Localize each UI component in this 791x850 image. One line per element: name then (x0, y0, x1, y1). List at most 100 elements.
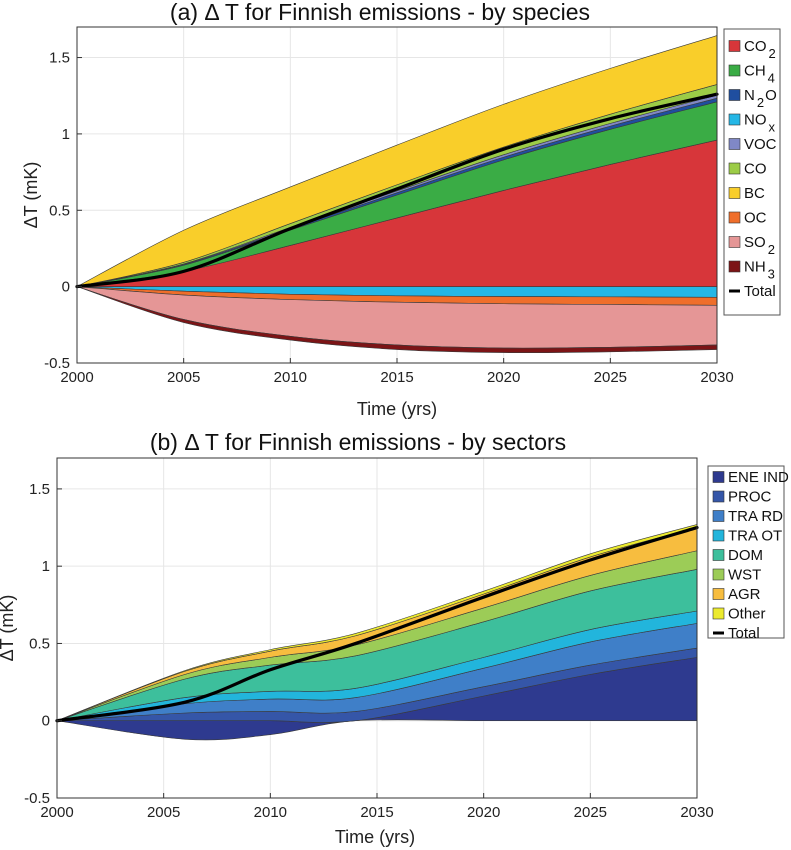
legend-label-text: NO (744, 112, 767, 129)
legend-label-tail: O (765, 87, 777, 104)
total-line (55, 525, 699, 723)
legend-label: Total (728, 625, 760, 642)
x-tick-label: 2000 (60, 369, 93, 386)
x-tick-label: 2025 (574, 804, 607, 821)
legend-label-text: CO (744, 38, 767, 55)
legend-swatch (728, 113, 741, 126)
x-tick-label: 2010 (274, 369, 307, 386)
legend-label: CO (744, 161, 767, 178)
y-tick-label: 1.5 (49, 50, 70, 67)
legend-swatch (728, 138, 741, 150)
legend-label: N 2O (744, 87, 777, 110)
legend-swatch (712, 471, 725, 483)
legend-label: OC (744, 210, 767, 227)
legend-swatch (728, 187, 741, 199)
panel-a: (a) Δ T for Finnish emissions - by speci… (21, 0, 781, 419)
x-tick-label: 2005 (167, 369, 200, 386)
legend-label: TRA RD (728, 508, 783, 525)
chart-a-title: (a) Δ T for Finnish emissions - by speci… (170, 0, 590, 25)
legend-label-text: N (744, 87, 755, 104)
legend-swatch (728, 89, 741, 101)
x-tick-label: 2000 (40, 804, 73, 821)
legend-label-subscript: 2 (768, 242, 775, 257)
legend-swatch (728, 211, 741, 224)
legend-label: CH 4 (744, 63, 775, 86)
legend-label: WST (728, 567, 761, 584)
y-tick-label: 1 (62, 126, 70, 143)
y-tick-label: 0 (42, 713, 50, 730)
x-tick-label: 2020 (487, 369, 520, 386)
legend-label-text: WST (728, 567, 761, 584)
chart-b-title: (b) Δ T for Finnish emissions - by secto… (150, 429, 566, 455)
legend-label-text: PROC (728, 489, 772, 506)
legend-swatch (728, 40, 741, 52)
legend-label-text: AGR (728, 586, 761, 603)
legend-label-text: Total (728, 625, 760, 642)
legend-label: CO 2 (744, 38, 776, 61)
legend-label-text: CO (744, 161, 767, 178)
legend-label-text: ENE IND (728, 469, 789, 486)
legend-label: PROC (728, 489, 772, 506)
legend-label-text: OC (744, 210, 767, 227)
legend-label-text: TRA RD (728, 508, 783, 525)
legend-label-subscript: 2 (757, 95, 764, 110)
legend-label: DOM (728, 547, 763, 564)
x-tick-label: 2010 (254, 804, 287, 821)
legend-swatch (728, 64, 741, 77)
legend-label-text: NH (744, 259, 766, 276)
y-tick-label: 0.5 (49, 202, 70, 219)
x-tick-label: 2030 (680, 804, 713, 821)
chart-a-total (75, 92, 719, 289)
chart-a-ticks: 2000 2005 2010 2015 2020 2025 2030 -0.5 0 0.5 1 1.5 (44, 50, 734, 386)
legend-label-subscript: 2 (769, 46, 776, 61)
x-tick-label: 2020 (467, 804, 500, 821)
legend-swatch (712, 510, 725, 522)
legend-label-subscript: 3 (768, 267, 775, 282)
panel-b: (b) Δ T for Finnish emissions - by secto… (0, 429, 789, 847)
x-tick-label: 2015 (380, 369, 413, 386)
y-tick-label: 0 (62, 279, 70, 296)
chart-a-ylabel: ΔT (mK) (21, 162, 41, 229)
y-tick-label: -0.5 (24, 790, 50, 807)
legend-swatch (712, 549, 725, 561)
legend-swatch (728, 162, 741, 175)
legend-label-text: VOC (744, 136, 777, 153)
legend-label: SO 2 (744, 234, 775, 257)
total-line (75, 92, 719, 289)
legend-swatch (712, 529, 725, 542)
x-tick-label: 2005 (147, 804, 180, 821)
x-tick-label: 2030 (700, 369, 733, 386)
legend-label-text: SO (744, 234, 766, 251)
legend-label: NH 3 (744, 259, 775, 282)
y-tick-label: -0.5 (44, 355, 70, 372)
legend-label: TRA OT (728, 528, 782, 545)
legend-label: ENE IND (728, 469, 789, 486)
legend-label: NO x (744, 112, 776, 135)
chart-b-ylabel: ΔT (mK) (0, 595, 17, 662)
x-tick-label: 2015 (360, 804, 393, 821)
legend-label: VOC (744, 136, 777, 153)
y-tick-label: 1 (42, 558, 50, 575)
legend-label: Total (744, 283, 776, 300)
legend-label: BC (744, 185, 765, 202)
legend-label-subscript: 4 (768, 71, 775, 86)
chart-b-ticks: 2000 2005 2010 2015 2020 2025 2030 -0.5 0 0.5 1 1.5 (24, 481, 714, 821)
legend-swatch (712, 607, 725, 620)
legend-label: Other (728, 606, 766, 623)
legend-swatch (728, 260, 741, 273)
legend-swatch (712, 490, 725, 503)
legend-label-subscript: x (769, 120, 776, 135)
chart-b-total (55, 525, 699, 723)
legend-label: AGR (728, 586, 761, 603)
legend-swatch (712, 568, 725, 581)
legend-label-text: Other (728, 606, 766, 623)
legend-swatch (728, 236, 741, 248)
x-tick-label: 2025 (594, 369, 627, 386)
chart-b-legend: ENE IND PROC TRA RD TRA OT DOM WST AGR Other Tot… (712, 469, 789, 642)
y-tick-label: 0.5 (29, 635, 50, 652)
chart-b-xlabel: Time (yrs) (335, 827, 415, 847)
legend-label-text: TRA OT (728, 528, 782, 545)
legend-label-text: Total (744, 283, 776, 300)
